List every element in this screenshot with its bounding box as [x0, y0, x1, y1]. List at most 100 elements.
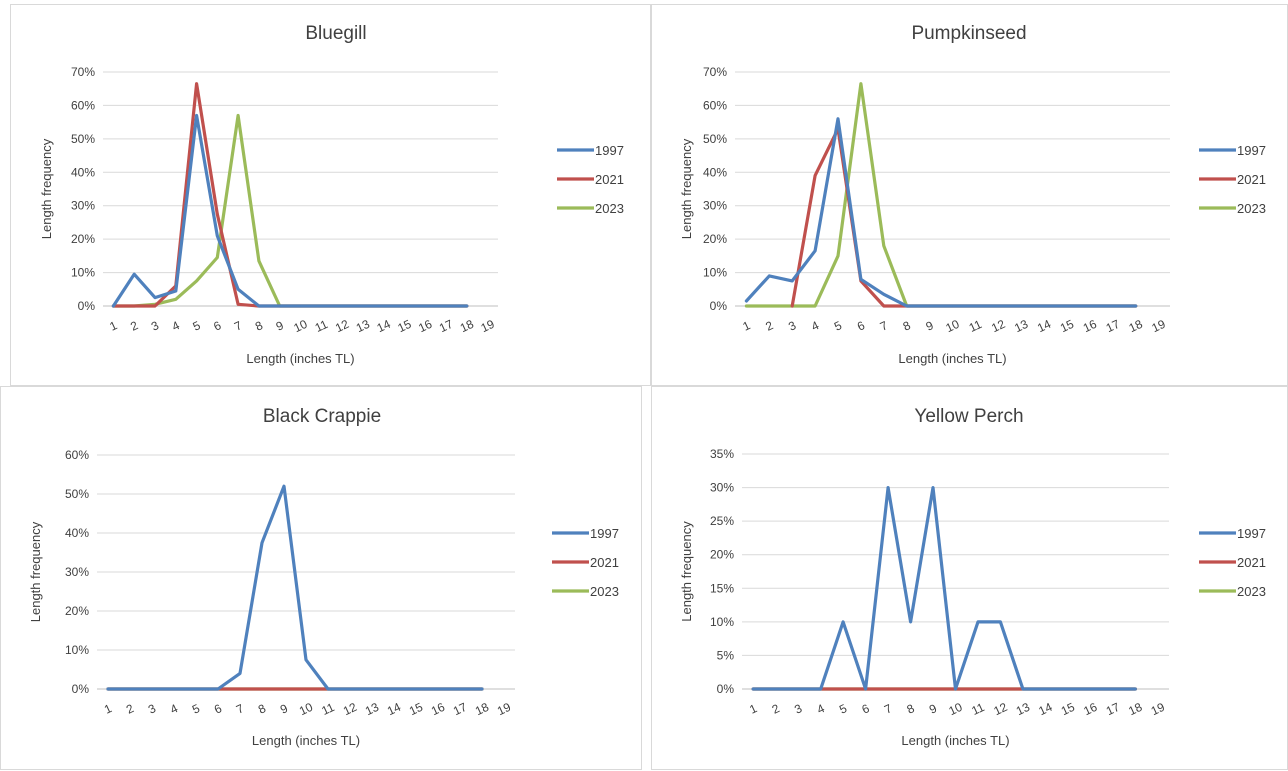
x-tick-label: 14	[1036, 700, 1054, 718]
y-tick-label: 20%	[65, 604, 89, 618]
x-tick-label: 11	[319, 700, 337, 718]
legend-label-2021: 2021	[590, 555, 619, 570]
x-tick-label: 13	[1012, 317, 1030, 335]
x-tick-label: 4	[815, 701, 827, 717]
x-tick-label: 19	[1149, 700, 1167, 718]
x-tick-label: 1	[747, 701, 759, 717]
x-tick-label: 10	[291, 317, 309, 335]
y-tick-label: 15%	[710, 581, 734, 595]
x-tick-label: 5	[832, 318, 844, 334]
chart-title: Yellow Perch	[914, 406, 1023, 427]
x-tick-label: 15	[395, 317, 413, 335]
x-tick-label: 14	[385, 700, 403, 718]
x-tick-label: 16	[1081, 700, 1099, 718]
y-tick-label: 60%	[703, 98, 727, 112]
x-tick-label: 9	[278, 701, 290, 717]
x-tick-label: 4	[170, 318, 182, 334]
series-line-1997	[113, 116, 466, 307]
x-tick-label: 7	[234, 701, 246, 717]
x-axis-label: Length (inches TL)	[901, 733, 1009, 748]
x-tick-label: 2	[128, 318, 140, 334]
x-tick-label: 3	[792, 701, 804, 717]
y-tick-label: 60%	[71, 98, 95, 112]
legend-label-2023: 2023	[590, 584, 619, 599]
y-tick-label: 0%	[78, 299, 96, 313]
chart-title: Pumpkinseed	[911, 23, 1026, 44]
y-tick-label: 40%	[71, 165, 95, 179]
y-tick-label: 30%	[703, 199, 727, 213]
x-tick-label: 18	[1127, 317, 1145, 335]
x-tick-label: 5	[837, 701, 849, 717]
x-tick-label: 3	[786, 318, 798, 334]
x-tick-label: 12	[991, 700, 1009, 718]
x-tick-label: 12	[333, 317, 351, 335]
x-tick-label: 16	[429, 700, 447, 718]
x-tick-label: 4	[809, 318, 821, 334]
legend-label-1997: 1997	[595, 143, 624, 158]
x-tick-label: 1	[740, 318, 752, 334]
x-tick-label: 9	[274, 318, 286, 334]
y-axis-label: Length frequency	[679, 138, 694, 239]
y-tick-label: 0%	[717, 682, 735, 696]
x-tick-label: 12	[341, 700, 359, 718]
y-tick-label: 70%	[703, 65, 727, 79]
x-tick-label: 9	[927, 701, 939, 717]
legend-label-1997: 1997	[1237, 526, 1266, 541]
y-tick-label: 40%	[703, 165, 727, 179]
x-tick-label: 7	[878, 318, 890, 334]
chart-title: Bluegill	[305, 23, 366, 44]
x-tick-label: 17	[437, 317, 455, 335]
x-tick-label: 2	[770, 701, 782, 717]
x-tick-label: 17	[1104, 700, 1122, 718]
y-tick-label: 10%	[65, 643, 89, 657]
y-tick-label: 35%	[710, 447, 734, 461]
x-tick-label: 3	[146, 701, 158, 717]
y-tick-label: 50%	[71, 132, 95, 146]
x-tick-label: 2	[124, 701, 136, 717]
x-tick-label: 13	[354, 317, 372, 335]
x-tick-label: 8	[256, 701, 268, 717]
y-tick-label: 70%	[71, 65, 95, 79]
x-axis-label: Length (inches TL)	[898, 351, 1006, 366]
y-axis-label: Length frequency	[28, 521, 43, 622]
series-line-2023	[113, 116, 466, 307]
x-tick-label: 15	[1059, 700, 1077, 718]
y-tick-label: 30%	[65, 565, 89, 579]
x-axis-label: Length (inches TL)	[252, 733, 360, 748]
x-tick-label: 13	[363, 700, 381, 718]
y-tick-label: 50%	[65, 487, 89, 501]
legend-label-2023: 2023	[595, 201, 624, 216]
x-tick-label: 8	[905, 701, 917, 717]
x-tick-label: 5	[191, 318, 203, 334]
legend-label-1997: 1997	[1237, 143, 1266, 158]
series-line-1997	[108, 486, 482, 689]
x-tick-label: 6	[855, 318, 867, 334]
legend-label-2023: 2023	[1237, 201, 1266, 216]
chart-title: Black Crappie	[263, 406, 381, 427]
x-tick-label: 17	[1104, 317, 1122, 335]
x-axis-label: Length (inches TL)	[246, 351, 354, 366]
x-tick-label: 15	[407, 700, 425, 718]
x-tick-label: 1	[107, 318, 119, 334]
y-axis-label: Length frequency	[679, 521, 694, 622]
x-tick-label: 14	[1035, 317, 1053, 335]
x-tick-label: 10	[943, 317, 961, 335]
y-tick-label: 20%	[71, 232, 95, 246]
y-tick-label: 10%	[71, 266, 95, 280]
y-tick-label: 0%	[72, 682, 90, 696]
x-tick-label: 7	[882, 701, 894, 717]
x-tick-label: 18	[473, 700, 491, 718]
x-tick-label: 4	[168, 701, 180, 717]
y-tick-label: 10%	[710, 615, 734, 629]
x-tick-label: 5	[190, 701, 202, 717]
x-tick-label: 2	[763, 318, 775, 334]
y-tick-label: 50%	[703, 132, 727, 146]
legend-label-2021: 2021	[1237, 172, 1266, 187]
